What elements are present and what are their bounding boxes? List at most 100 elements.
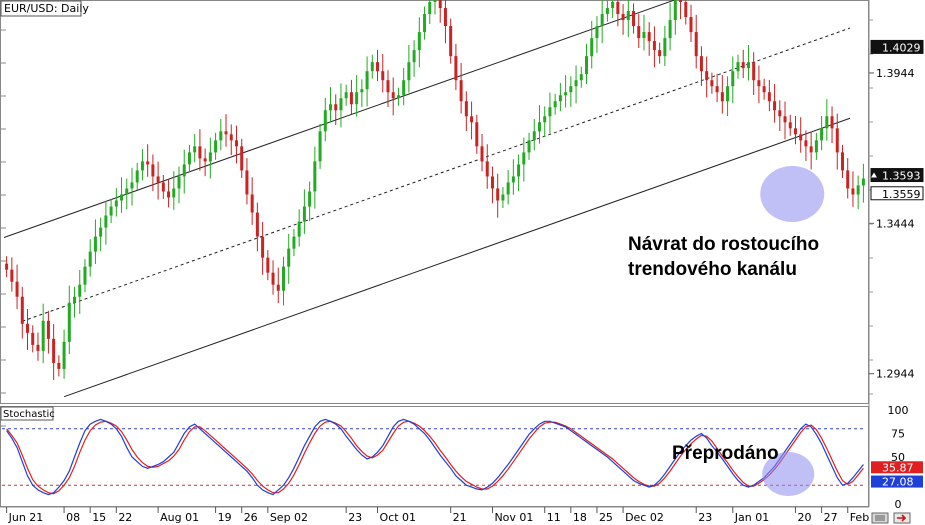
candle [135,162,139,190]
y-tick-label: 1.2944 [876,368,915,381]
candle [443,0,447,44]
candle [595,16,599,53]
candle [339,83,343,128]
candle [349,79,353,115]
candle [234,125,238,164]
candle [668,2,672,51]
candle [193,134,197,163]
x-tick-label: 25 [599,511,613,524]
channel-annotation-line2: trendového kanálu [628,259,797,280]
candle [788,114,792,136]
candle [558,82,562,112]
candle [355,75,359,117]
candle [741,49,745,79]
stochastic-panel [0,406,869,507]
candle [308,181,312,222]
x-tick-label: Nov 01 [494,511,533,524]
candle [161,174,165,199]
candle [679,0,683,20]
x-tick-label: 08 [66,511,80,524]
scroll-icon[interactable] [871,512,889,524]
candle [793,115,797,145]
candle [652,26,656,68]
candle [485,144,489,189]
candle [814,132,818,160]
x-tick-label: 26 [244,511,258,524]
x-tick-label: Dec 02 [625,511,664,524]
x-tick-label: 18 [573,511,587,524]
candle [52,324,56,381]
oversold-annotation: Přeprodáno [672,443,779,464]
candle [778,100,782,132]
candle [799,117,803,153]
candle [62,329,66,379]
candle [840,144,844,178]
candle [26,309,30,350]
candle [464,91,468,132]
candle [809,131,813,170]
candle [93,219,97,264]
candle [736,54,740,79]
candle [10,257,14,292]
candle [156,161,160,200]
candle [120,177,124,213]
candle [506,170,510,205]
candle [297,209,301,247]
candle [637,13,641,49]
candle [553,93,557,115]
x-tick-label: Aug 01 [160,511,199,524]
stochastic-title: Stochastic [3,409,55,420]
x-tick-label: Sep 02 [270,511,308,524]
arrow-right-icon[interactable] [893,512,911,524]
candle [715,73,719,103]
candle [564,75,568,108]
candle [417,17,421,68]
candle [318,123,322,169]
candle [402,67,406,106]
candle [407,45,411,93]
candle [699,46,703,86]
candle [140,149,144,181]
price-tag: 1.4029 [870,39,924,54]
candle [543,106,547,138]
candle [240,138,244,178]
candle [605,0,609,22]
candle [773,84,777,123]
candle [490,166,494,204]
candle [616,0,620,27]
price-tag: 1.3593 [870,168,924,183]
candle [302,189,306,234]
candle [856,175,860,210]
candle [673,0,677,35]
candle [20,286,24,339]
candle [710,72,714,94]
candle [804,130,808,162]
candle [360,79,364,107]
x-tick-label: 20 [797,511,811,524]
stochastic-tick-label: 50 [891,451,905,464]
candle [783,101,787,140]
x-tick-label: 21 [453,511,467,524]
candle [684,0,688,25]
candle [130,167,134,206]
candle [658,42,662,64]
candle [694,14,698,69]
candle [475,114,479,154]
candle [632,3,636,34]
candle [5,256,9,278]
x-tick-label: Jun 21 [8,511,44,524]
candle [224,114,228,147]
candle [548,92,552,134]
candle [537,105,541,144]
candle [626,0,630,38]
candle [480,134,484,172]
stochastic-tick-label: 100 [888,404,909,417]
candle [459,63,463,114]
candle [198,129,202,171]
candle [767,79,771,112]
x-tick-label: 11 [547,511,561,524]
candle [746,45,750,81]
candle [109,198,113,224]
candle [501,186,505,209]
